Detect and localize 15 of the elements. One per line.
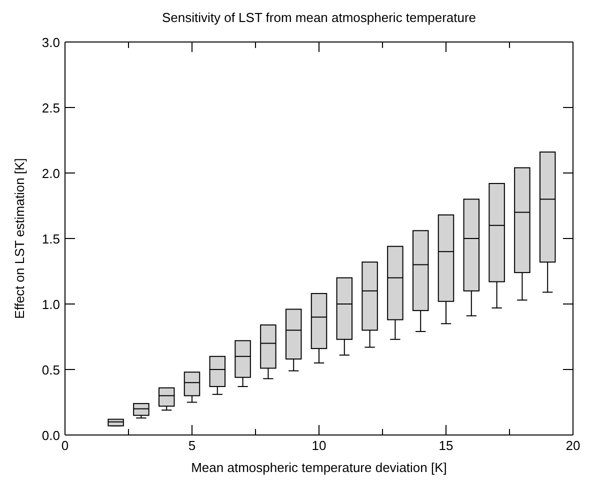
y-axis-title: Effect on LST estimation [K] [12,158,27,319]
x-tick-label: 0 [61,438,69,453]
x-tick-label: 15 [438,438,454,453]
y-tick-label: 0.0 [42,428,60,443]
y-tick-label: 3.0 [42,35,60,50]
y-tick-label: 0.5 [42,362,60,378]
x-axis-title: Mean atmospheric temperature deviation [K] [191,460,447,475]
x-tick-label: 5 [188,438,196,453]
y-tick-label: 1.0 [42,297,60,312]
y-tick-label: 2.0 [42,166,60,181]
y-tick-label: 1.5 [42,232,60,246]
x-tick-label: 20 [566,438,580,453]
x-tick-label: 10 [312,438,326,453]
y-tick-label: 2.5 [42,100,60,116]
chart-title: Sensitivity of LST from mean atmospheric temperature [162,10,476,25]
